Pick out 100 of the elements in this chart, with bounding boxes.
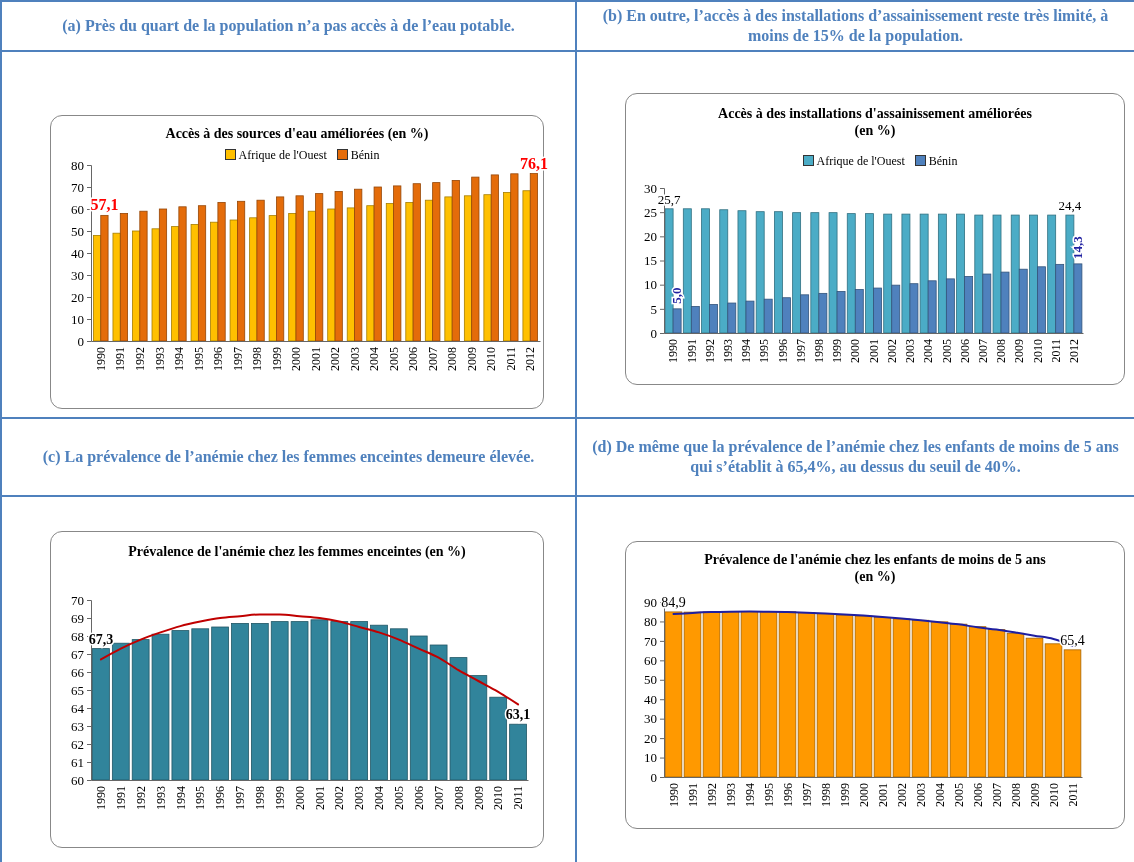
x-tick-label: 2005	[386, 347, 401, 371]
chart-title: (a) Près du quart de la population n’a pas accès à de l’eau potable.	[2, 2, 575, 52]
x-tick-label: 2010	[1030, 339, 1045, 363]
x-tick-label: 1991	[114, 786, 128, 810]
x-tick-label: 2003	[903, 339, 918, 363]
y-tick-label: 62	[71, 736, 84, 752]
x-tick-label: 2004	[372, 786, 387, 810]
x-tick-label: 2004	[932, 783, 947, 807]
y-tick-label: 50	[71, 223, 84, 239]
x-tick-label: 2007	[989, 783, 1004, 807]
y-tick-label: 20	[644, 730, 657, 746]
x-tick-label: 2011	[1048, 339, 1063, 363]
x-tick-label: 2011	[503, 347, 518, 371]
x-tick-label: 2000	[292, 786, 307, 810]
x-tick-label: 1997	[793, 339, 808, 363]
x-tick-label: 2000	[848, 339, 863, 363]
x-tick-label: 1992	[133, 347, 147, 371]
x-tick-label: 1995	[193, 786, 208, 810]
chart-subtitle: Accès à des sources d'eau améliorées (en %)	[164, 126, 430, 143]
x-tick-label: 1999	[269, 347, 284, 371]
x-tick-label: 1998	[818, 783, 833, 807]
chart-title: (b) En outre, l’accès à des installations d’assainissement reste très limité, à moins de 15% de la population.	[577, 2, 1134, 52]
x-tick-label: 2003	[352, 786, 367, 810]
x-tick-label: 2008	[445, 347, 460, 371]
x-tick-label: 1994	[173, 786, 188, 810]
x-tick-label: 1998	[253, 786, 268, 810]
x-tick-label: 1991	[684, 339, 699, 363]
y-tick-label: 20	[71, 289, 84, 305]
legend-label: Afrique de l'Ouest	[816, 154, 905, 168]
x-tick-label: 2007	[431, 786, 446, 810]
x-tick-label: 1991	[113, 347, 128, 371]
x-tick-label: 1997	[799, 783, 814, 807]
y-tick-label: 10	[644, 277, 657, 293]
x-tick-label: 2002	[894, 783, 909, 807]
x-tick-label: 1999	[830, 339, 845, 363]
x-tick-label: 2011	[511, 786, 526, 810]
x-tick-label: 1990	[94, 786, 109, 810]
y-tick-label: 10	[644, 750, 657, 766]
x-tick-label: 1992	[702, 339, 717, 363]
y-tick-label: 5	[650, 301, 657, 317]
x-tick-label: 2005	[951, 783, 966, 807]
x-tick-label: 1990	[666, 783, 681, 807]
y-tick-label: 67	[71, 646, 85, 662]
x-tick-label: 2009	[464, 347, 479, 371]
x-tick-label: 2012	[523, 347, 538, 371]
x-tick-label: 2007	[425, 347, 440, 371]
x-tick-label: 1992	[704, 783, 719, 807]
x-tick-label: 2006	[970, 783, 985, 807]
data-label: 76,1	[519, 154, 548, 172]
x-tick-label: 1995	[761, 783, 776, 807]
y-tick-label: 50	[644, 672, 657, 688]
x-tick-label: 1996	[780, 783, 795, 807]
x-tick-label: 2010	[1046, 783, 1061, 807]
x-tick-label: 1998	[250, 347, 265, 371]
x-tick-label: 2010	[484, 347, 499, 371]
x-tick-label: 2006	[411, 786, 426, 810]
chart-subtitle: Prévalence de l'anémie chez les enfants de moins de 5 ans (en %)	[703, 552, 1047, 586]
y-tick-label: 80	[71, 157, 84, 173]
x-tick-label: 2011	[1065, 783, 1080, 807]
x-tick-label: 2004	[367, 347, 382, 371]
x-tick-label: 1998	[812, 339, 827, 363]
x-tick-label: 1993	[153, 786, 168, 810]
x-tick-label: 1997	[230, 347, 245, 371]
chart-title: (c) La prévalence de l’anémie chez les femmes enceintes demeure élevée.	[2, 419, 575, 497]
y-tick-label: 25	[644, 204, 657, 220]
y-tick-label: 70	[71, 592, 84, 608]
y-tick-label: 10	[71, 311, 84, 327]
data-label: 84,9	[661, 594, 686, 610]
x-tick-label: 2005	[392, 786, 407, 810]
y-tick-label: 30	[71, 267, 84, 283]
y-tick-label: 70	[644, 633, 657, 649]
x-tick-label: 2007	[976, 339, 990, 363]
x-tick-label: 2000	[856, 783, 871, 807]
chart-subtitle: Prévalence de l'anémie chez les femmes enceintes (en %)	[127, 544, 467, 561]
y-tick-label: 68	[71, 628, 84, 644]
x-tick-label: 1993	[723, 783, 738, 807]
x-tick-label: 1994	[172, 347, 187, 371]
x-tick-label: 2009	[471, 786, 486, 810]
y-tick-label: 63	[71, 718, 84, 734]
x-tick-label: 2002	[328, 347, 343, 371]
x-tick-label: 2009	[1027, 783, 1042, 807]
x-tick-label: 2008	[1008, 783, 1023, 807]
x-tick-label: 1996	[211, 347, 226, 371]
x-tick-label: 2003	[913, 783, 928, 807]
y-tick-label: 0	[650, 769, 657, 785]
y-tick-label: 90	[644, 594, 657, 610]
x-tick-label: 1990	[93, 347, 108, 371]
x-tick-label: 2008	[994, 339, 1009, 363]
x-tick-label: 1993	[152, 347, 167, 371]
x-tick-label: 2003	[347, 347, 362, 371]
x-tick-label: 1994	[739, 339, 754, 363]
legend-label: Bénin	[928, 154, 958, 168]
y-tick-label: 20	[644, 228, 657, 244]
x-tick-label: 2004	[921, 339, 936, 363]
data-label: 65,4	[1060, 632, 1085, 648]
x-tick-label: 2006	[957, 339, 972, 363]
x-tick-label: 2010	[491, 786, 506, 810]
y-tick-label: 40	[71, 245, 84, 261]
x-tick-label: 1993	[720, 339, 735, 363]
y-tick-label: 0	[77, 333, 84, 349]
